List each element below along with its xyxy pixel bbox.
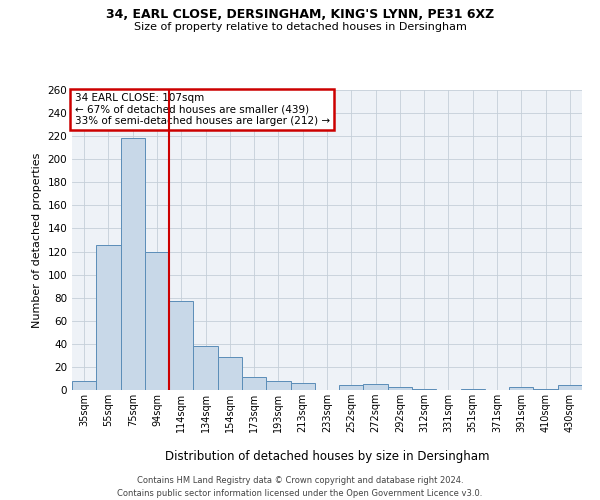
Bar [218,356,242,390]
Bar [193,346,218,390]
Text: Size of property relative to detached houses in Dersingham: Size of property relative to detached ho… [134,22,466,32]
Bar [461,389,485,390]
Text: 34 EARL CLOSE: 107sqm
← 67% of detached houses are smaller (439)
33% of semi-det: 34 EARL CLOSE: 107sqm ← 67% of detached … [74,93,329,126]
Bar [509,386,533,390]
Bar [96,244,121,390]
Text: 34, EARL CLOSE, DERSINGHAM, KING'S LYNN, PE31 6XZ: 34, EARL CLOSE, DERSINGHAM, KING'S LYNN,… [106,8,494,20]
Bar [242,378,266,390]
Bar [266,381,290,390]
Bar [72,381,96,390]
Bar [290,383,315,390]
Bar [145,252,169,390]
Y-axis label: Number of detached properties: Number of detached properties [32,152,42,328]
Bar [412,389,436,390]
Bar [339,386,364,390]
Bar [558,386,582,390]
Bar [169,301,193,390]
Bar [388,386,412,390]
Text: Distribution of detached houses by size in Dersingham: Distribution of detached houses by size … [165,450,489,463]
Bar [121,138,145,390]
Bar [364,384,388,390]
Bar [533,389,558,390]
Text: Contains HM Land Registry data © Crown copyright and database right 2024.
Contai: Contains HM Land Registry data © Crown c… [118,476,482,498]
